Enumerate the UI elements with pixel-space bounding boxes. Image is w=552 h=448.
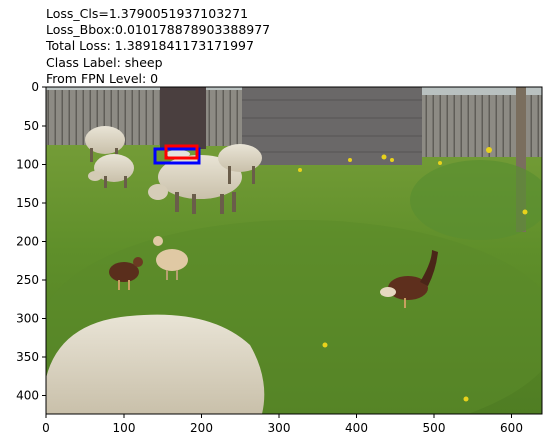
middle-fence — [206, 90, 242, 146]
axes-frame — [45, 86, 543, 415]
y-tick-label: 150 — [16, 196, 39, 210]
blue-box — [153, 147, 201, 165]
chicken-white — [153, 236, 188, 280]
barn-wall — [242, 87, 422, 165]
sheep-grazing-left — [88, 154, 134, 188]
bush-right — [410, 160, 542, 240]
x-tick-label: 200 — [190, 421, 213, 435]
y-tick-label: 200 — [16, 235, 39, 249]
sheep-center — [148, 155, 242, 214]
x-tick-label: 500 — [423, 421, 446, 435]
x-tick-label: 600 — [500, 421, 523, 435]
fence-post — [516, 87, 526, 232]
x-axis — [45, 414, 512, 418]
title-block: Loss_Cls=1.3790051937103271 Loss_Bbox:0.… — [46, 6, 270, 87]
photo-image — [46, 87, 542, 414]
shed-door — [160, 87, 206, 149]
y-tick-label: 350 — [16, 350, 39, 364]
y-tick-label: 50 — [24, 119, 39, 133]
title-line-loss-cls: Loss_Cls=1.3790051937103271 — [46, 6, 249, 21]
distant-object — [166, 150, 190, 158]
sheep-foreground — [46, 314, 265, 414]
sheep-back-right — [218, 144, 262, 184]
y-tick-label: 100 — [16, 158, 39, 172]
yellow-flowers — [298, 147, 528, 402]
chicken-brown-left — [109, 257, 143, 290]
title-line-class-label: Class Label: sheep — [46, 54, 163, 70]
y-tick-label: 250 — [16, 273, 39, 287]
x-tick-label: 0 — [42, 421, 50, 435]
title-line-fpn-level: From FPN Level: 0 — [46, 70, 159, 86]
y-tick-label: 0 — [31, 80, 39, 94]
y-axis — [42, 86, 46, 396]
chicken-brown-right — [380, 250, 438, 308]
y-tick-label: 300 — [16, 312, 39, 326]
x-tick-label: 300 — [268, 421, 291, 435]
title-line-loss-bbox: Loss_Bbox:0.010178878903388977 — [46, 22, 271, 38]
x-tick-label: 400 — [345, 421, 368, 435]
title-line-total-loss: Total Loss: 1.3891841173171997 — [46, 38, 254, 54]
x-tick-label: 100 — [113, 421, 136, 435]
y-tick-label: 400 — [16, 389, 39, 403]
red-box — [164, 144, 199, 160]
